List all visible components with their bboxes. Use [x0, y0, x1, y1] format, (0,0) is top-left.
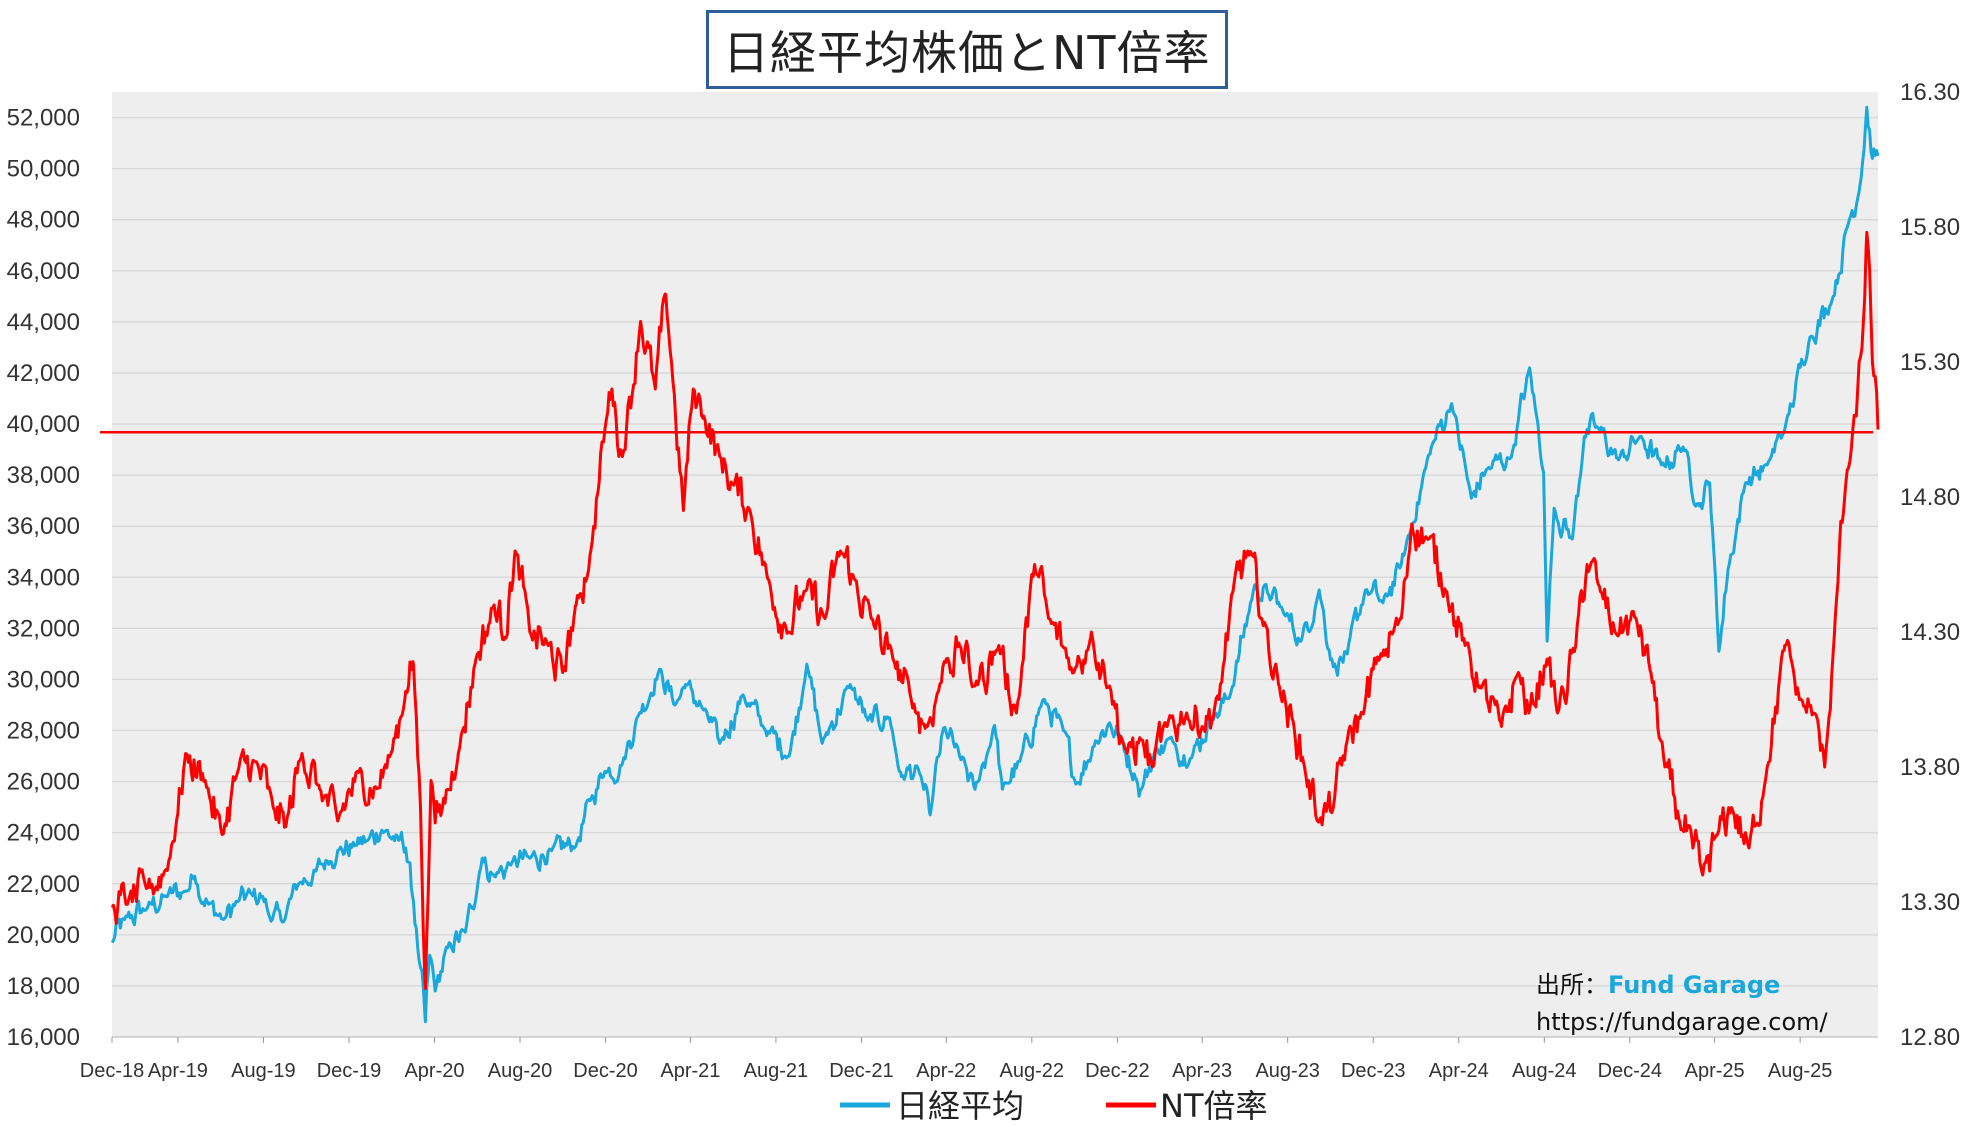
- left-tick-label: 52,000: [7, 105, 80, 132]
- left-tick-label: 48,000: [7, 207, 80, 234]
- right-tick-label: 14.80: [1900, 484, 1960, 511]
- x-tick-label: Dec-24: [1598, 1060, 1662, 1082]
- series-layer: [110, 105, 1880, 1024]
- plot-area: [112, 92, 1878, 1037]
- x-axis: Dec-18 Apr-19 Aug-19 Dec-19 Apr-20 Aug-20 Dec-…: [80, 1037, 1833, 1082]
- source-brand: Fund Garage: [1608, 971, 1780, 999]
- right-tick-label: 13.30: [1900, 889, 1960, 916]
- left-tick-label: 42,000: [7, 360, 80, 387]
- x-tick-label: Apr-24: [1429, 1060, 1489, 1082]
- source-url: https://fundgarage.com/: [1536, 1008, 1829, 1036]
- source-label: 出所：Fund Garage: [1536, 971, 1780, 999]
- left-tick-label: 30,000: [7, 666, 80, 693]
- x-tick-label: Dec-22: [1085, 1060, 1149, 1082]
- left-y-axis: 16,000 18,000 20,000 22,000 24,000 26,000 28,0…: [7, 105, 80, 1051]
- left-tick-label: 38,000: [7, 462, 80, 489]
- legend-label-nikkei: 日経平均: [896, 1087, 1024, 1125]
- x-tick-label: Aug-25: [1768, 1060, 1833, 1082]
- left-tick-label: 46,000: [7, 258, 80, 285]
- right-y-axis: 12.80 13.30 13.80 14.30 14.80 15.30 15.80 16.30: [1900, 79, 1960, 1051]
- source-note: 出所：Fund Garage https://fundgarage.com/: [1536, 971, 1829, 1036]
- left-tick-label: 44,000: [7, 309, 80, 336]
- chart-title: 日経平均株価とNT倍率: [723, 25, 1211, 80]
- series-line-nt: [110, 230, 1880, 990]
- right-tick-label: 16.30: [1900, 79, 1960, 106]
- x-tick-label: Dec-18: [80, 1060, 144, 1082]
- right-tick-label: 13.80: [1900, 754, 1960, 781]
- left-tick-label: 20,000: [7, 922, 80, 949]
- chart-title-box: 日経平均株価とNT倍率: [706, 10, 1228, 89]
- x-tick-label: Dec-20: [573, 1060, 637, 1082]
- left-tick-label: 22,000: [7, 871, 80, 898]
- left-tick-label: 28,000: [7, 718, 80, 745]
- x-tick-label: Apr-23: [1172, 1060, 1232, 1082]
- left-tick-label: 26,000: [7, 769, 80, 796]
- right-tick-label: 14.30: [1900, 619, 1960, 646]
- left-tick-label: 50,000: [7, 156, 80, 183]
- left-tick-label: 32,000: [7, 615, 80, 642]
- legend-label-nt: NT倍率: [1160, 1087, 1268, 1125]
- right-tick-label: 15.80: [1900, 214, 1960, 241]
- x-tick-label: Dec-21: [829, 1060, 893, 1082]
- x-tick-label: Apr-22: [916, 1060, 976, 1082]
- left-tick-label: 36,000: [7, 513, 80, 540]
- x-tick-label: Apr-25: [1685, 1060, 1745, 1082]
- grid-lines: [112, 116, 1878, 1038]
- right-tick-label: 12.80: [1900, 1024, 1960, 1051]
- left-tick-label: 18,000: [7, 973, 80, 1000]
- right-tick-label: 15.30: [1900, 349, 1960, 376]
- source-prefix: 出所：: [1536, 971, 1608, 999]
- x-tick-label: Aug-19: [231, 1060, 296, 1082]
- left-tick-label: 40,000: [7, 411, 80, 438]
- x-tick-label: Aug-23: [1255, 1060, 1320, 1082]
- x-tick-label: Apr-21: [660, 1060, 720, 1082]
- left-tick-label: 34,000: [7, 564, 80, 591]
- x-tick-label: Aug-20: [488, 1060, 553, 1082]
- left-tick-label: 16,000: [7, 1024, 80, 1051]
- x-tick-label: Apr-20: [404, 1060, 464, 1082]
- left-tick-label: 24,000: [7, 820, 80, 847]
- x-tick-label: Apr-19: [148, 1060, 208, 1082]
- x-tick-label: Dec-23: [1341, 1060, 1405, 1082]
- x-tick-label: Aug-22: [1000, 1060, 1065, 1082]
- x-tick-label: Aug-24: [1512, 1060, 1577, 1082]
- legend: 日経平均 NT倍率: [840, 1087, 1268, 1125]
- x-tick-label: Dec-19: [317, 1060, 381, 1082]
- series-line-nikkei: [110, 105, 1880, 1024]
- x-tick-label: Aug-21: [744, 1060, 809, 1082]
